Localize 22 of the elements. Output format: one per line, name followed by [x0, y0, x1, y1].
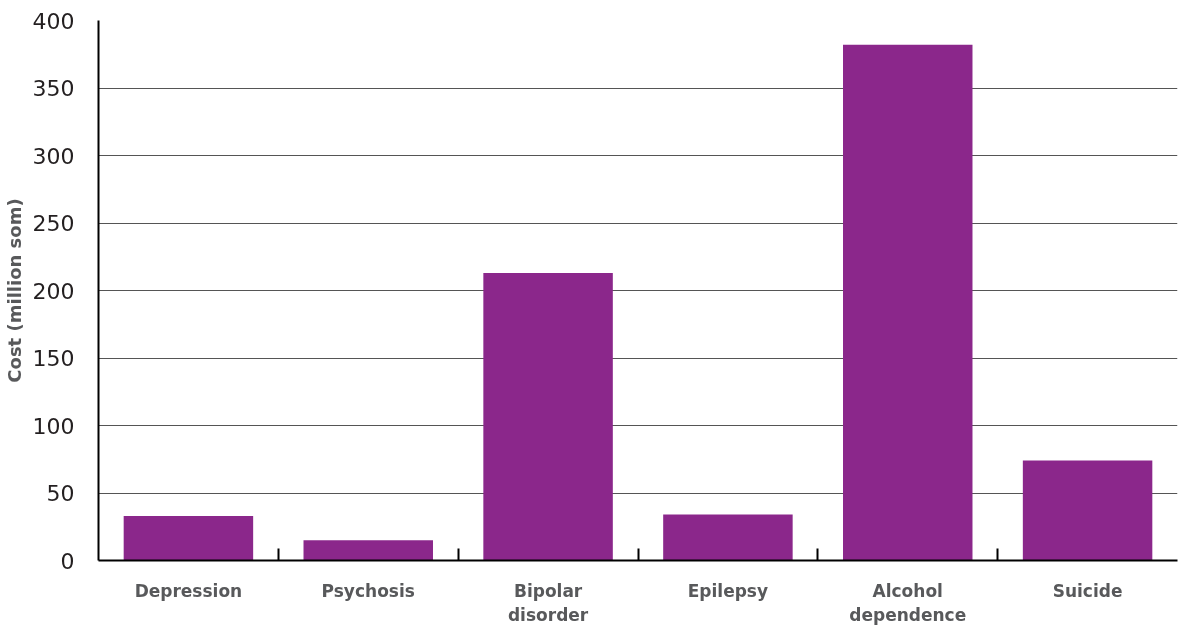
- x-tick-label: Epilepsy: [687, 580, 769, 601]
- bar: [843, 44, 973, 561]
- bar: [483, 272, 613, 561]
- x-tick-label: Suicide: [1052, 580, 1123, 601]
- bar: [303, 540, 433, 561]
- y-tick-label: 300: [32, 143, 75, 169]
- y-tick-label: 0: [60, 548, 75, 574]
- x-tick-label: Alcohol dependence: [849, 580, 967, 625]
- y-tick-label: 250: [32, 211, 75, 236]
- y-tick-label: 400: [32, 8, 75, 34]
- y-tick-label: 150: [32, 346, 75, 371]
- x-tick-label: Depression: [134, 580, 243, 601]
- bar: [1022, 460, 1153, 561]
- y-tick-label: 200: [32, 278, 75, 304]
- y-axis-title: Cost (million som): [3, 198, 25, 383]
- bar: [663, 514, 793, 561]
- x-tick-label: Bipolar disorder: [507, 580, 589, 625]
- y-tick-label: 100: [32, 413, 75, 439]
- y-tick-label: 350: [32, 76, 75, 101]
- x-tick-label: Psychosis: [321, 580, 415, 601]
- bar: [123, 515, 254, 561]
- y-tick-label: 50: [46, 481, 75, 506]
